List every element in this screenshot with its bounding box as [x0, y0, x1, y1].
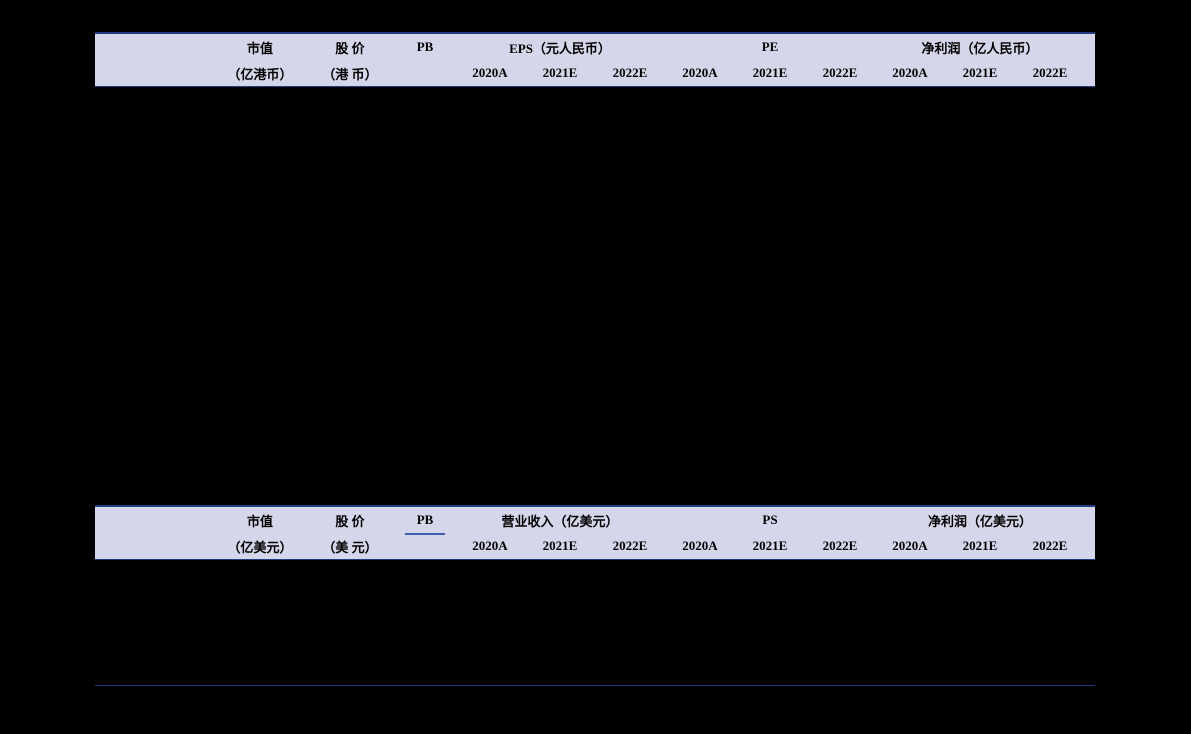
- col-pb: PB: [395, 39, 455, 55]
- sub-2020a-eps: 2020A: [455, 65, 525, 81]
- col-group-revenue: 营业收入（亿美元）: [455, 511, 665, 530]
- col-price-unit-t2: （美 元）: [305, 537, 395, 556]
- col-mcap-unit: （亿港币）: [215, 64, 305, 83]
- table-2: 市值 股 价 PB 营业收入（亿美元） PS 净利润（亿美元） （亿美元） （美…: [95, 505, 1095, 560]
- col-group-profit-t2: 净利润（亿美元）: [875, 511, 1085, 530]
- table-1-header-row-1: 市值 股 价 PB EPS（元人民币） PE 净利润（亿人民币）: [95, 34, 1095, 60]
- table-1: 市值 股 价 PB EPS（元人民币） PE 净利润（亿人民币） （亿港币） （…: [95, 32, 1095, 87]
- col-group-profit: 净利润（亿人民币）: [875, 38, 1085, 57]
- col-mcap-unit-t2: （亿美元）: [215, 537, 305, 556]
- table-2-header-row-2: （亿美元） （美 元） 2020A 2021E 2022E 2020A 2021…: [95, 533, 1095, 559]
- sub-2020a-rev: 2020A: [455, 538, 525, 554]
- col-market-cap: 市值: [215, 38, 305, 57]
- sub-2022e-ps: 2022E: [805, 538, 875, 554]
- sub-2021e-pe: 2021E: [735, 65, 805, 81]
- sub-2022e-profit: 2022E: [1015, 65, 1085, 81]
- table-1-header-bottom-rule: [95, 86, 1095, 87]
- col-group-eps: EPS（元人民币）: [455, 38, 665, 57]
- sub-2022e-pe: 2022E: [805, 65, 875, 81]
- sub-2021e-rev: 2021E: [525, 538, 595, 554]
- sub-2020a-profit-t2: 2020A: [875, 538, 945, 554]
- col-market-cap-t2: 市值: [215, 511, 305, 530]
- sub-2021e-profit: 2021E: [945, 65, 1015, 81]
- sub-2020a-ps: 2020A: [665, 538, 735, 554]
- sub-2021e-ps: 2021E: [735, 538, 805, 554]
- sub-2020a-pe: 2020A: [665, 65, 735, 81]
- table-2-header-bottom-rule: [95, 559, 1095, 560]
- pb-underline: [405, 533, 445, 535]
- col-price-t2: 股 价: [305, 511, 395, 530]
- col-price-unit: （港 币）: [305, 64, 395, 83]
- col-pb-t2: PB: [395, 512, 455, 528]
- col-price: 股 价: [305, 38, 395, 57]
- sub-2020a-profit: 2020A: [875, 65, 945, 81]
- sub-2021e-eps: 2021E: [525, 65, 595, 81]
- table-2-header-row-1: 市值 股 价 PB 营业收入（亿美元） PS 净利润（亿美元）: [95, 507, 1095, 533]
- table-1-header-row-2: （亿港币） （港 币） 2020A 2021E 2022E 2020A 2021…: [95, 60, 1095, 86]
- col-group-pe: PE: [665, 39, 875, 55]
- sub-2021e-profit-t2: 2021E: [945, 538, 1015, 554]
- col-group-ps: PS: [665, 512, 875, 528]
- table-2-bottom-rule: [95, 685, 1095, 686]
- sub-2022e-profit-t2: 2022E: [1015, 538, 1085, 554]
- table-1-header: 市值 股 价 PB EPS（元人民币） PE 净利润（亿人民币） （亿港币） （…: [95, 34, 1095, 86]
- sub-2022e-rev: 2022E: [595, 538, 665, 554]
- sub-2022e-eps: 2022E: [595, 65, 665, 81]
- table-2-header: 市值 股 价 PB 营业收入（亿美元） PS 净利润（亿美元） （亿美元） （美…: [95, 507, 1095, 559]
